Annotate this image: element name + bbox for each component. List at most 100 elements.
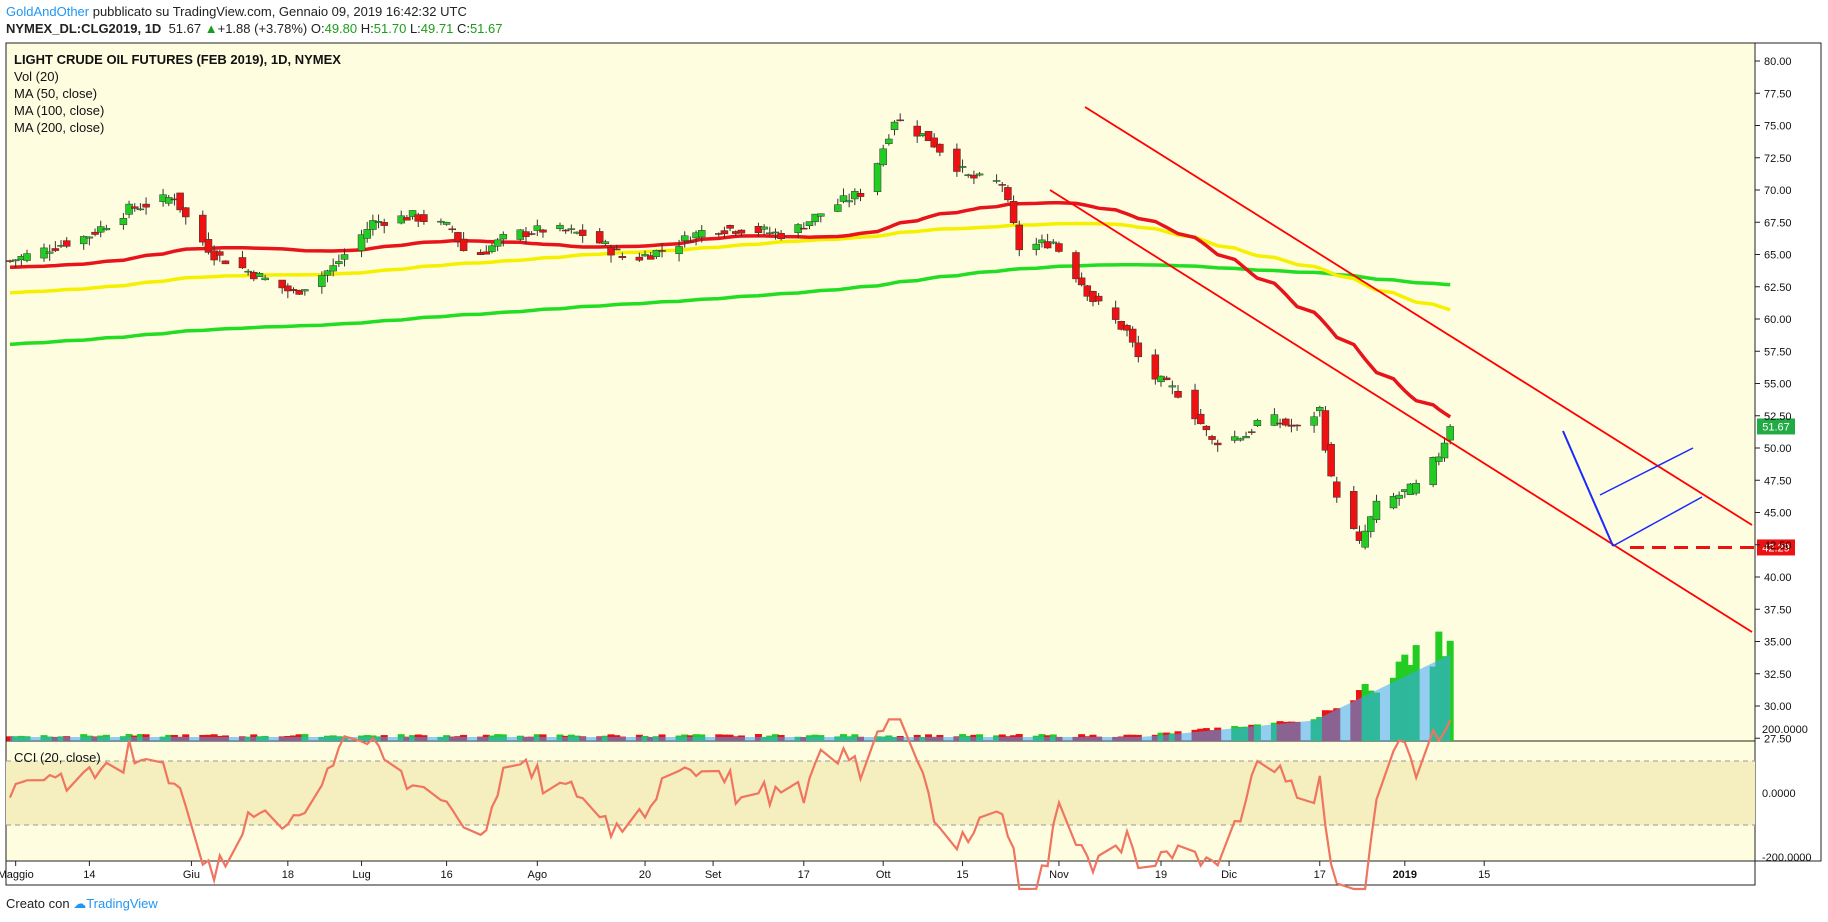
candle [1094, 295, 1103, 302]
time-tick-label: Dic [1221, 869, 1237, 881]
candle [1009, 201, 1018, 223]
candle [839, 195, 848, 202]
change-text: +1.88 (+3.78%) [217, 21, 308, 36]
candle [136, 208, 145, 211]
candle [958, 166, 967, 168]
price-tick-label: 52.50 [1764, 411, 1792, 423]
candle [482, 251, 491, 255]
candle [363, 229, 371, 239]
candle [913, 125, 921, 137]
candle [102, 228, 111, 231]
candle [771, 231, 780, 234]
time-tick-label: 18 [282, 869, 294, 881]
candle [873, 163, 882, 193]
blue-wedge-upper[interactable] [1599, 447, 1694, 496]
published-text: pubblicato su TradingView.com, Gennaio 0… [89, 4, 467, 19]
cci-line [8, 718, 1452, 891]
time-tick-label: 15 [956, 869, 968, 881]
candle [936, 143, 944, 153]
time-tick-label: Ott [876, 869, 891, 881]
candle [1236, 438, 1245, 441]
candle [1015, 224, 1024, 251]
candle [1372, 500, 1381, 520]
time-tick-label: Lug [352, 869, 370, 881]
candle [1168, 385, 1177, 388]
cci-tick-label: 200.0000 [1762, 724, 1808, 736]
price-tick-label: 27.50 [1764, 733, 1792, 745]
footer-created: Creato con [6, 896, 70, 911]
candle [1242, 436, 1250, 439]
candle [998, 184, 1006, 186]
candle [726, 225, 734, 229]
time-tick-label: 2019 [1393, 869, 1417, 881]
candle [1350, 491, 1358, 529]
price-tick-label: 35.00 [1764, 637, 1792, 649]
time-axis[interactable] [5, 860, 1756, 886]
candle [607, 247, 615, 256]
candle [1043, 241, 1052, 249]
candle [953, 148, 961, 172]
candle [420, 214, 428, 222]
candle [1032, 243, 1041, 250]
candle [697, 230, 706, 238]
low-label: L: [409, 21, 421, 36]
price-tick-label: 60.00 [1764, 314, 1792, 326]
candle [1049, 241, 1058, 244]
candle [885, 138, 893, 144]
price-tick-label: 42.50 [1764, 540, 1792, 552]
candle [646, 255, 655, 260]
candle [578, 229, 587, 236]
open-label: O: [310, 21, 325, 36]
candle [408, 210, 417, 217]
candle [79, 236, 88, 245]
channel-upper-line[interactable] [1084, 106, 1753, 526]
candle [1191, 389, 1199, 420]
candle [760, 226, 768, 230]
candle [1151, 354, 1160, 380]
time-tick-label: Nov [1049, 869, 1069, 881]
candle [340, 254, 349, 260]
candle [556, 224, 564, 230]
candle [221, 260, 230, 265]
price-axis[interactable] [1754, 42, 1822, 862]
close-label: C: [456, 21, 470, 36]
ma100-line [9, 221, 1451, 312]
tradingview-logo-icon[interactable]: ☁ [73, 896, 87, 911]
time-tick-label: 15 [1478, 869, 1490, 881]
candle [142, 203, 150, 208]
candle [834, 204, 842, 212]
price-tick-label: 80.00 [1764, 56, 1792, 68]
candle [493, 239, 502, 247]
candle [1310, 416, 1318, 426]
time-tick-label: Giu [183, 869, 200, 881]
candle [91, 231, 99, 235]
price-tick-label: 40.00 [1764, 572, 1792, 584]
candle [284, 285, 292, 292]
candle [374, 221, 383, 223]
time-tick-label: Set [705, 869, 722, 881]
blue-wedge-lower[interactable] [1612, 496, 1703, 547]
footer-brand[interactable]: TradingView [86, 896, 158, 911]
candle [1055, 243, 1063, 252]
candle [323, 270, 332, 276]
candle [165, 197, 173, 204]
candle [1202, 425, 1211, 431]
time-tick-label: 16 [440, 869, 452, 881]
blue-down-line[interactable] [1562, 430, 1614, 547]
channel-lower-line[interactable] [1049, 189, 1753, 633]
price-tick-label: 37.50 [1764, 604, 1792, 616]
legend-ma100: MA (100, close) [14, 103, 104, 118]
candle [652, 250, 661, 257]
candle [1162, 377, 1171, 381]
candle [403, 217, 411, 221]
author-link[interactable]: GoldAndOther [6, 4, 90, 19]
main-pane[interactable] [5, 42, 1756, 742]
candle [539, 229, 547, 233]
candle [924, 131, 933, 142]
candle [216, 251, 224, 256]
candle [1174, 391, 1182, 398]
candle [856, 192, 865, 197]
candle [278, 279, 286, 289]
candle [51, 248, 60, 251]
